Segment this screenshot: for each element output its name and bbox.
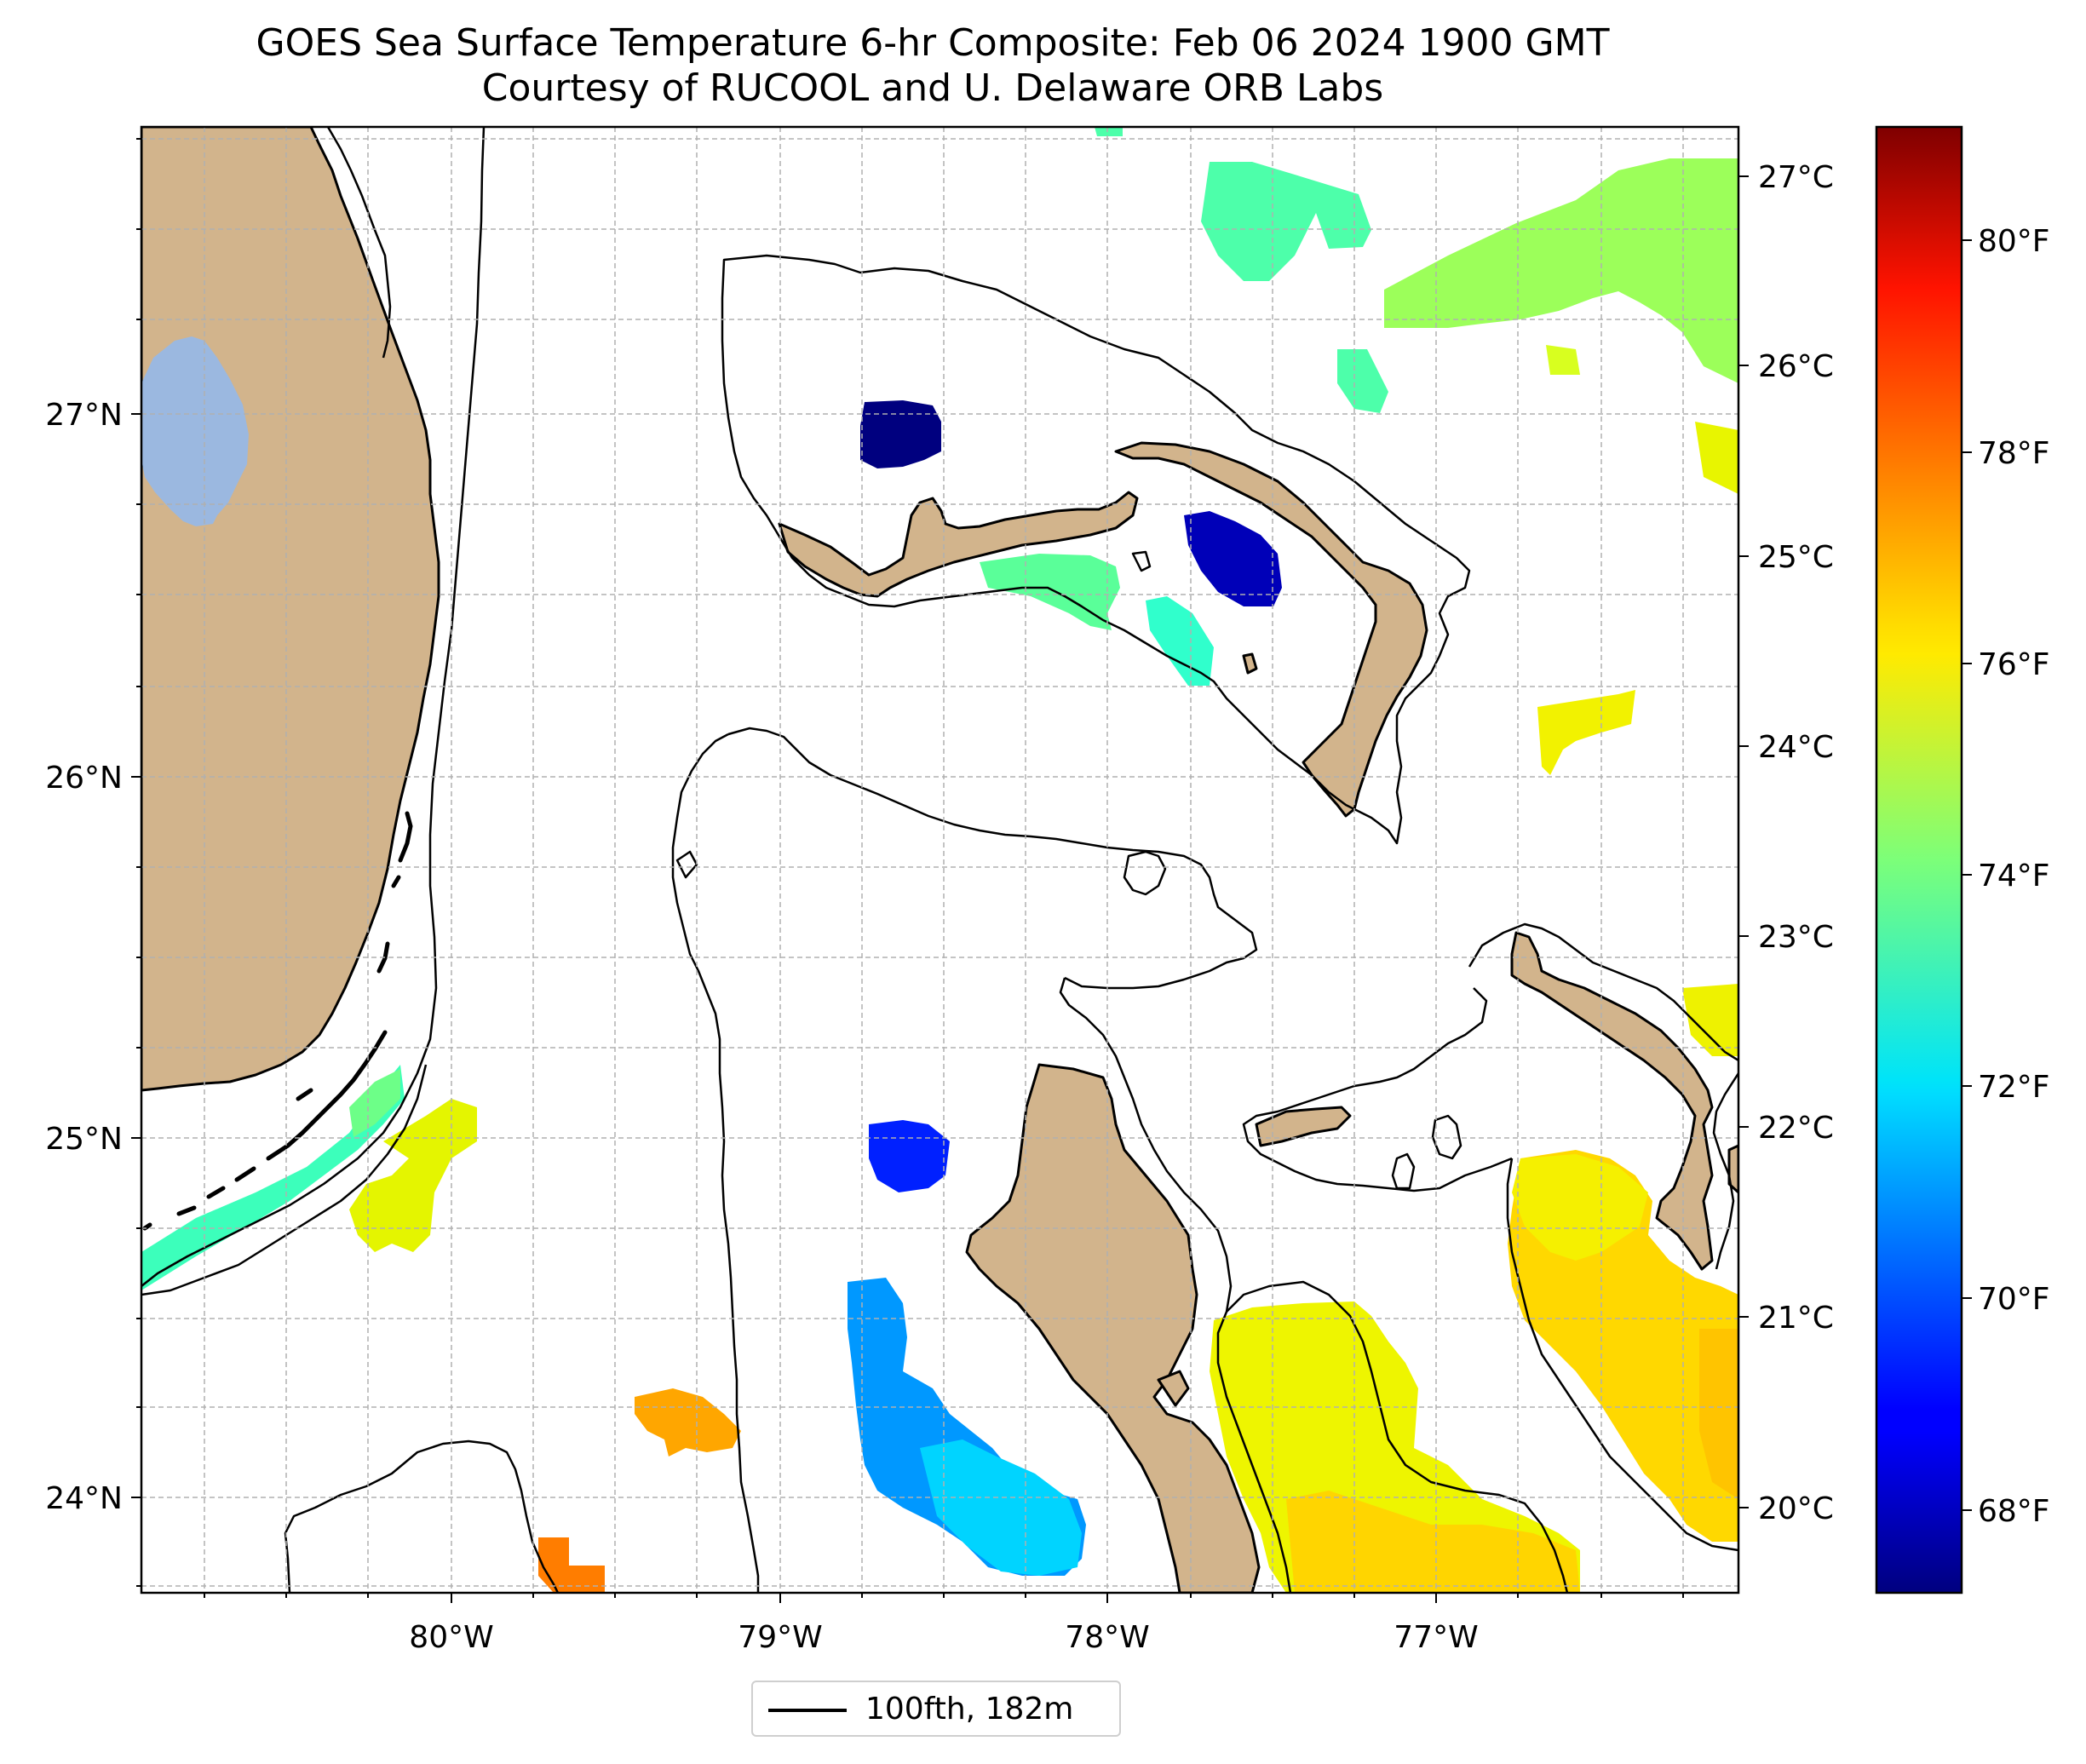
andros-island bbox=[965, 1063, 1261, 1593]
isobath-andros-west bbox=[1059, 977, 1292, 1593]
isobath-florida-coast bbox=[326, 127, 392, 359]
isobath-great-bahama-north bbox=[727, 727, 1258, 990]
isobath-exuma-sound-west bbox=[1226, 1280, 1569, 1593]
sst-patch-far-east-yellow bbox=[1682, 984, 1738, 1056]
lat-tick-label: 27°N bbox=[45, 398, 123, 433]
celsius-tick-label: 21°C bbox=[1758, 1301, 1834, 1336]
sst-patch-north-small bbox=[1337, 349, 1388, 413]
lon-tick-label: 80°W bbox=[409, 1620, 493, 1655]
eleuthera-west bbox=[1255, 1106, 1352, 1147]
fahrenheit-tick-label: 78°F bbox=[1978, 436, 2050, 471]
florida-keys bbox=[142, 811, 413, 1231]
celsius-tick-label: 22°C bbox=[1758, 1111, 1834, 1146]
isobath-exuma-sound-east bbox=[1468, 922, 1738, 1062]
sst-patch-berry-cyan bbox=[1146, 596, 1214, 686]
sst-patch-southwest-orange bbox=[538, 1537, 605, 1593]
isobath-cay-sal bbox=[284, 1439, 560, 1593]
sst-patch-far-east-gold bbox=[1699, 1329, 1738, 1499]
sst-patch-ne-edge-yellow bbox=[1695, 422, 1738, 494]
sst-patch-cay-sal-cold bbox=[869, 1120, 950, 1192]
legend-line-swatch bbox=[768, 1709, 847, 1712]
celsius-tick-label: 20°C bbox=[1758, 1491, 1834, 1526]
fahrenheit-tick-label: 76°F bbox=[1978, 647, 2050, 682]
map-legend: 100fth, 182m bbox=[751, 1681, 1121, 1737]
lake-okeechobee bbox=[141, 336, 249, 526]
great-abaco bbox=[1114, 441, 1428, 818]
axis-ticks bbox=[131, 138, 1684, 1603]
lat-tick-label: 25°N bbox=[45, 1122, 123, 1157]
sst-patch-northeast-band bbox=[1384, 158, 1738, 383]
colorbar: 80°F 78°F 76°F 74°F 72°F 70°F 68°F bbox=[1875, 125, 2050, 1594]
isobath-little-bahama-bank bbox=[721, 254, 1471, 845]
celsius-axis: 27°C 26°C 25°C 24°C 23°C 22°C 21°C 20°C bbox=[1738, 160, 1834, 1526]
sst-patch-eastern-yellow-light bbox=[1512, 1154, 1648, 1261]
isobath-100fth bbox=[141, 127, 1738, 1593]
fahrenheit-tick-label: 72°F bbox=[1978, 1070, 2050, 1105]
sst-patch-florida-coastal-band bbox=[141, 1065, 405, 1290]
celsius-tick-label: 25°C bbox=[1758, 540, 1834, 575]
andros-south-cay bbox=[1157, 1370, 1190, 1407]
celsius-tick-label: 24°C bbox=[1758, 730, 1834, 765]
lon-tick-label: 79°W bbox=[738, 1620, 822, 1655]
fahrenheit-tick-label: 80°F bbox=[1978, 224, 2050, 259]
isobath-east-islands bbox=[1712, 1072, 1738, 1270]
map-title: GOES Sea Surface Temperature 6-hr Compos… bbox=[256, 21, 1610, 65]
sst-patch-straits-orange bbox=[635, 1388, 741, 1457]
colorbar-gradient bbox=[1875, 125, 1963, 1594]
legend-label: 100fth, 182m bbox=[865, 1692, 1074, 1727]
fahrenheit-tick-label: 74°F bbox=[1978, 859, 2050, 893]
sst-patch-ne-yellow-small bbox=[1546, 345, 1580, 375]
isobath-eleuthera-islet-1 bbox=[1431, 1114, 1462, 1160]
florida-mainland bbox=[141, 127, 440, 1092]
lat-tick-label: 24°N bbox=[45, 1481, 123, 1516]
berry-islands-cay bbox=[1242, 652, 1258, 675]
sst-patch-exuma-sound-gold bbox=[1286, 1491, 1580, 1593]
map-frame bbox=[140, 125, 1740, 1594]
land-layer bbox=[141, 127, 1738, 1593]
map-subtitle: Courtesy of RUCOOL and U. Delaware ORB L… bbox=[481, 66, 1384, 110]
celsius-tick-label: 23°C bbox=[1758, 920, 1834, 955]
sst-patch-cold-east bbox=[1184, 511, 1282, 606]
celsius-tick-label: 27°C bbox=[1758, 160, 1834, 195]
isobath-tongue-left bbox=[671, 733, 760, 1593]
sst-patch-tongue-of-ocean-cyan bbox=[920, 1439, 1082, 1576]
isobath-florida-shelf bbox=[141, 127, 486, 1287]
lon-tick-label: 77°W bbox=[1394, 1620, 1478, 1655]
fahrenheit-tick-label: 68°F bbox=[1978, 1494, 2050, 1529]
sst-patch-northeast-green bbox=[1201, 162, 1371, 281]
sst-patch-florida-offshore-yellow bbox=[349, 1099, 477, 1252]
isobath-eleuthera-islet-2 bbox=[1391, 1152, 1416, 1190]
sst-patch-north-tiny bbox=[1095, 127, 1123, 136]
isobath-andros-islet-1 bbox=[1123, 850, 1167, 896]
sst-patch-cold-west bbox=[860, 400, 941, 468]
lon-tick-label: 78°W bbox=[1065, 1620, 1149, 1655]
lat-tick-label: 26°N bbox=[45, 761, 123, 796]
sst-patch-florida-green-tail bbox=[349, 1069, 400, 1137]
isobath-exuma-east bbox=[1506, 1158, 1738, 1552]
isobath-andros-west-small bbox=[675, 850, 698, 879]
celsius-tick-label: 26°C bbox=[1758, 349, 1834, 384]
fahrenheit-tick-label: 70°F bbox=[1978, 1282, 2050, 1317]
sst-patch-east-yellow-mid bbox=[1537, 690, 1635, 775]
isobath-little-islet bbox=[1131, 550, 1152, 572]
isobath-florida-keys-outer bbox=[141, 1064, 428, 1296]
sst-patch-grand-bahama-south bbox=[980, 554, 1120, 630]
isobath-inner-south bbox=[1242, 987, 1513, 1192]
grid-lines bbox=[141, 127, 1738, 1593]
